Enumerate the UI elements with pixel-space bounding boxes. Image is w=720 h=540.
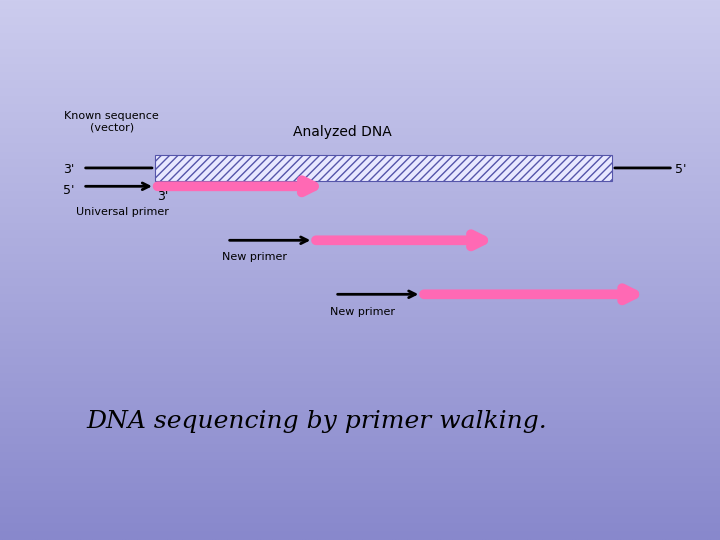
Text: 5': 5' (63, 184, 74, 197)
Text: Known sequence
(vector): Known sequence (vector) (64, 111, 159, 132)
Text: New primer: New primer (330, 307, 395, 317)
Text: 3': 3' (157, 190, 168, 203)
Bar (155, 155, 612, 181)
Text: 3': 3' (63, 163, 74, 176)
Text: 5': 5' (675, 163, 686, 176)
Text: New primer: New primer (222, 252, 287, 262)
Text: Universal primer: Universal primer (76, 207, 168, 217)
Text: DNA sequencing by primer walking.: DNA sequencing by primer walking. (86, 410, 547, 433)
Text: Analyzed DNA: Analyzed DNA (292, 125, 392, 139)
